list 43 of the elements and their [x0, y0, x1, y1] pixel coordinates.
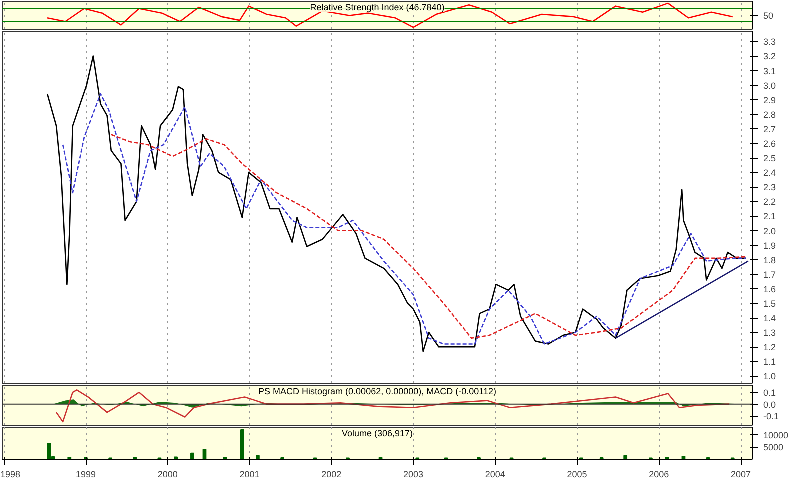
y-tick-label: 1.3 [764, 328, 776, 338]
y-tick-label: 3.3 [764, 37, 776, 48]
text: 50 [764, 11, 774, 21]
y-tick-label: 2.5 [764, 154, 776, 164]
y-tick-label: 3.0 [764, 80, 776, 91]
y-tick-label: 1.9 [764, 240, 776, 251]
y-tick-label: 1.5 [764, 299, 776, 309]
y-tick-label: 2.8 [764, 110, 776, 120]
y-tick-label: 10000 [764, 430, 789, 440]
y-tick-label: 2.6 [764, 139, 776, 149]
y-tick-label: 0.1 [764, 388, 776, 398]
chart-title: Relative Strength Index (46.7840) [310, 2, 445, 12]
x-tick-label: 2004 [485, 470, 506, 480]
y-tick-label: -0.1 [764, 412, 780, 422]
y-tick-label: 1.0 [764, 372, 776, 382]
y-tick-label: 1.7 [764, 270, 776, 280]
y-tick-label: 2.7 [764, 124, 776, 134]
y-tick-label: 2.2 [764, 197, 776, 208]
y-tick-label: 5000 [764, 442, 784, 453]
y-tick-label: 2.4 [764, 168, 776, 178]
y-tick-label: 2.0 [764, 226, 776, 236]
x-tick-label: 2003 [404, 470, 424, 480]
x-tick-label: 2006 [649, 470, 670, 480]
x-tick-label: 1999 [76, 470, 96, 480]
y-tick-label: 1.8 [764, 255, 776, 266]
x-tick-label: 2005 [567, 470, 588, 480]
x-tick-label: 2000 [158, 470, 178, 480]
y-tick-label: 1.2 [764, 342, 776, 353]
y-tick-label: 3.2 [764, 52, 776, 62]
chart-title: PS MACD Histogram (0.00062, 0.00000), MACD (-0.00112) [258, 386, 496, 396]
x-tick-label: 1998 [0, 470, 21, 480]
y-tick-label: 2.1 [764, 212, 776, 222]
x-tick-label: 2007 [731, 470, 752, 480]
y-tick-label: 2.9 [764, 95, 776, 106]
x-tick-label: 2002 [322, 470, 342, 480]
y-tick-label: 2.3 [764, 182, 776, 193]
chart-title: Volume (306,917) [342, 428, 414, 438]
y-tick-label: 1.1 [764, 357, 776, 368]
y-tick-label: 0.0 [764, 400, 776, 410]
y-tick-label: 3.1 [764, 66, 776, 76]
y-tick-label: 1.6 [764, 284, 776, 294]
x-tick-label: 2001 [240, 470, 260, 480]
y-tick-label: 1.4 [764, 314, 776, 324]
